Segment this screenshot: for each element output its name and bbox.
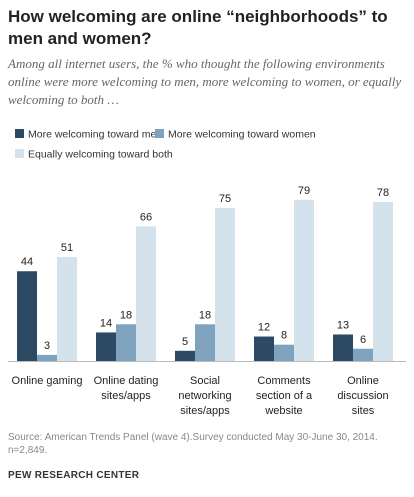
bar — [333, 334, 353, 361]
bar — [17, 271, 37, 361]
bar — [57, 256, 77, 361]
bar — [215, 208, 235, 361]
bar — [195, 324, 215, 361]
legend-label: More welcoming toward men — [28, 129, 162, 141]
legend-swatch — [15, 149, 24, 158]
data-label: 8 — [281, 330, 287, 342]
bar — [274, 344, 294, 361]
data-label: 3 — [44, 340, 50, 352]
data-label: 6 — [360, 334, 366, 346]
bar — [175, 350, 195, 361]
data-label: 13 — [337, 319, 349, 331]
bar — [353, 348, 373, 361]
category-label: Comments section of a website — [256, 375, 313, 417]
chart-subtitle: Among all internet users, the % who thou… — [8, 56, 402, 107]
category-label: Online discussion sites — [337, 375, 388, 417]
data-label: 66 — [140, 211, 152, 223]
category-label: Social networking sites/apps — [178, 375, 231, 417]
data-label: 79 — [298, 185, 310, 197]
bar — [294, 199, 314, 361]
legend-swatch — [155, 129, 164, 138]
data-label: 44 — [21, 256, 33, 268]
bar-chart: More welcoming toward men More welcoming … — [8, 129, 406, 417]
data-label: 75 — [219, 193, 231, 205]
category-label: Online dating sites/apps — [94, 375, 159, 402]
data-label: 12 — [258, 322, 270, 334]
bar — [116, 324, 136, 361]
legend-label: Equally welcoming toward both — [28, 149, 173, 161]
data-label: 78 — [377, 187, 389, 199]
source-note: Source: American Trends Panel (wave 4).S… — [8, 432, 378, 456]
data-label: 51 — [61, 242, 73, 254]
data-label: 18 — [120, 309, 132, 321]
bar — [254, 336, 274, 361]
bar — [96, 332, 116, 361]
bar — [136, 226, 156, 361]
data-label: 5 — [182, 336, 188, 348]
category-label: Online gaming — [12, 375, 83, 387]
bar — [37, 354, 57, 361]
legend-swatch — [15, 129, 24, 138]
data-label: 18 — [199, 309, 211, 321]
data-label: 14 — [100, 317, 112, 329]
brand-footer: PEW RESEARCH CENTER — [8, 470, 140, 481]
legend-label: More welcoming toward women — [168, 129, 316, 141]
chart-title: How welcoming are online “neighborhoods”… — [8, 7, 388, 48]
bar — [373, 201, 393, 361]
